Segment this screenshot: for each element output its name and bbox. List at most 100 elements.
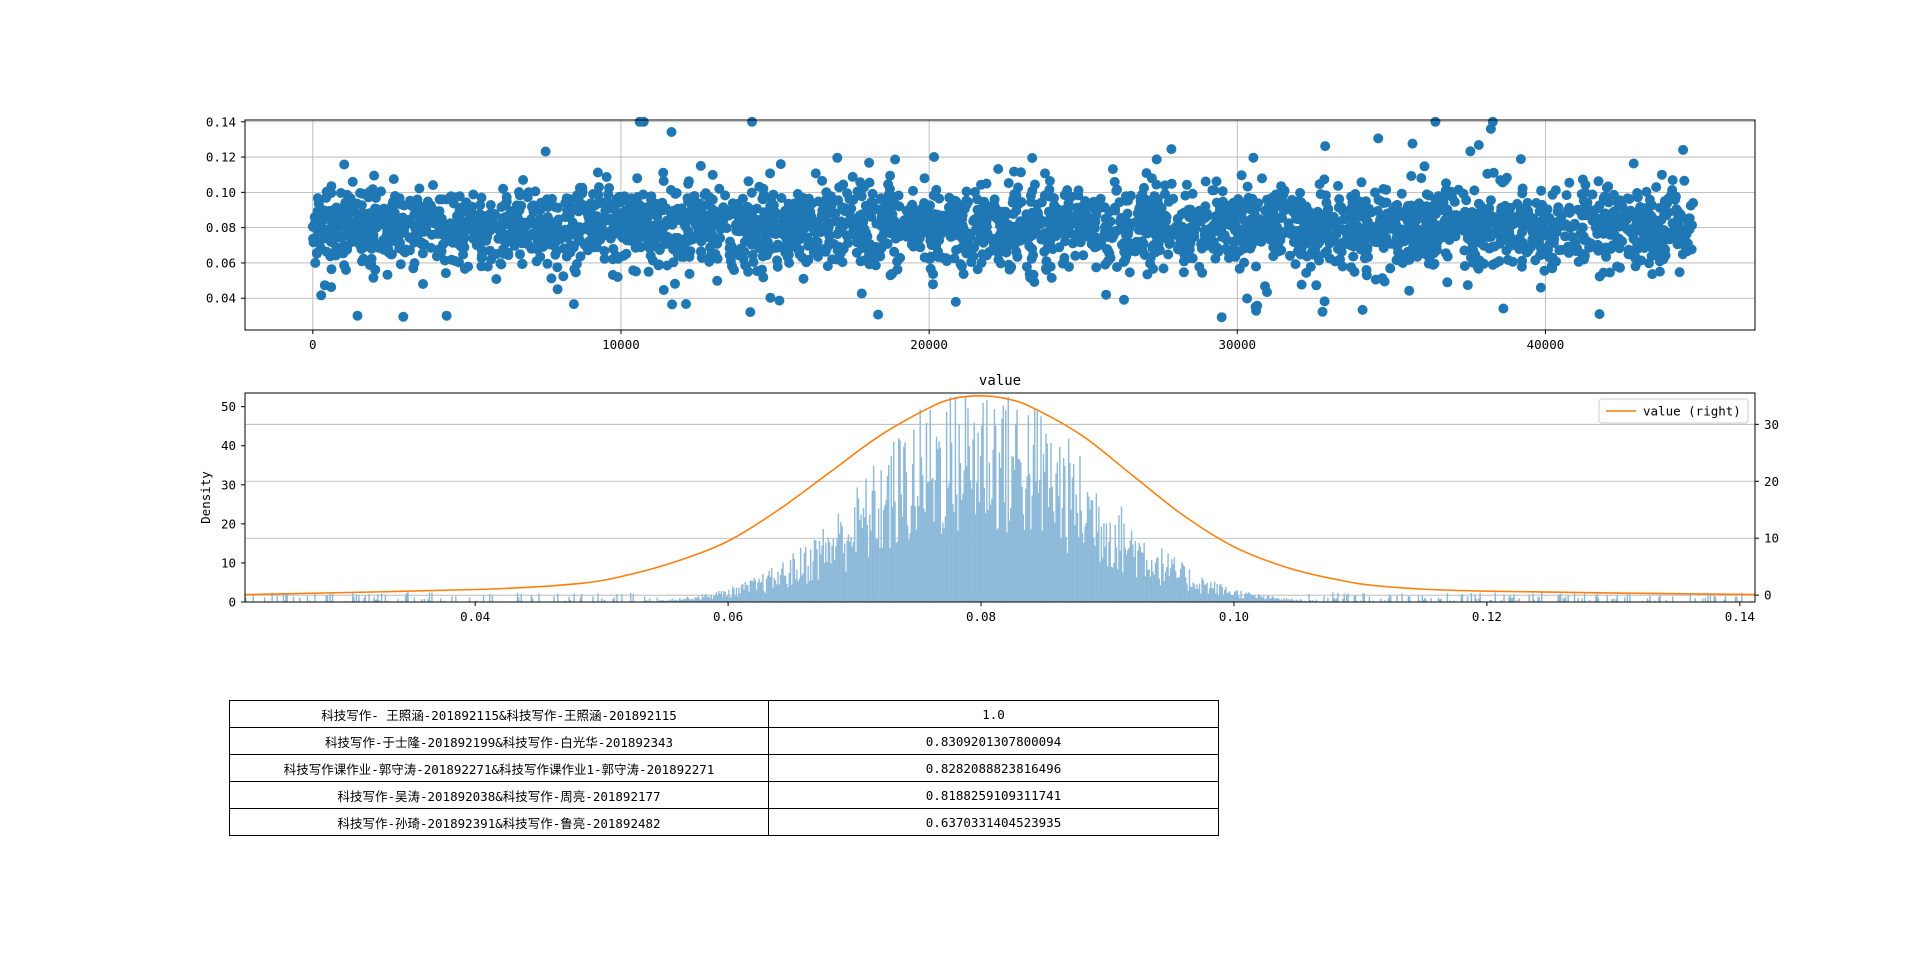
histogram-bar (893, 441, 895, 602)
histogram-bar (854, 507, 856, 602)
histogram-bar (491, 595, 494, 602)
histogram-bar (1723, 599, 1725, 602)
histogram-bar (531, 597, 534, 602)
histogram-bar (753, 577, 755, 602)
scatter-point (1295, 187, 1306, 198)
histogram-bar (284, 600, 286, 602)
scatter-point (1348, 251, 1359, 262)
legend-box (1598, 398, 1749, 424)
histogram-bar (1135, 577, 1138, 602)
scatter-point (1314, 179, 1325, 190)
histogram-bar (1368, 596, 1371, 602)
histogram-bar (879, 548, 881, 602)
scatter-point (823, 207, 834, 218)
histogram-bar (807, 565, 809, 602)
scatter-point (931, 241, 942, 252)
histogram-bar (992, 449, 994, 602)
histogram-bar (1168, 576, 1171, 602)
scatter-point (1407, 138, 1418, 149)
table-cell-value: 0.8309201307800094 (768, 727, 1219, 755)
histogram-bar (1143, 542, 1145, 602)
histogram-bar (820, 554, 822, 602)
histogram-bar (1060, 537, 1062, 602)
histogram-bar (789, 560, 792, 602)
histogram-bar (1354, 595, 1357, 602)
scatter-point (1036, 234, 1047, 245)
scatter-point (316, 225, 327, 236)
scatter-point (692, 230, 703, 241)
scatter-point (928, 269, 939, 279)
scatter-point (1029, 277, 1040, 287)
scatter-point (1381, 233, 1392, 243)
scatter-point (864, 177, 875, 188)
histogram-bar (767, 575, 769, 602)
scatter-point (1255, 226, 1266, 237)
histogram-bar (997, 528, 999, 602)
histogram-bar (387, 600, 389, 602)
scatter-point (577, 188, 588, 199)
histogram-bar (1541, 592, 1543, 602)
scatter-point (801, 214, 812, 225)
histogram-bar (1015, 424, 1017, 602)
scatter-point (1379, 276, 1390, 287)
scatter-point (1199, 225, 1210, 236)
histogram-bar (744, 581, 746, 602)
histogram-bar (725, 596, 728, 602)
histogram-bar (734, 595, 736, 602)
scatter-point (333, 205, 344, 216)
scatter-point (1164, 239, 1175, 249)
scatter-point (1249, 209, 1260, 220)
scatter-point (908, 185, 918, 196)
histogram-bar (1714, 596, 1717, 602)
scatter-point (1461, 209, 1472, 220)
scatter-point (658, 167, 669, 178)
histogram-bar (1401, 593, 1403, 602)
histogram-bar (1103, 523, 1105, 602)
histogram-bar (1419, 600, 1421, 602)
scatter-point (752, 203, 762, 214)
histogram-bar (718, 590, 720, 602)
histogram-bar (406, 592, 408, 602)
histogram-bar (630, 593, 632, 602)
scatter-point (824, 237, 835, 248)
scatter-point (312, 206, 323, 217)
table-row: 科技写作- 王照涵-201892115&科技写作-王照涵-201892115 1… (229, 700, 1219, 728)
scatter-point (546, 273, 557, 284)
scatter-plot-frame (244, 119, 1756, 331)
scatter-point (1160, 214, 1171, 225)
histogram-bar (759, 582, 762, 602)
scatter-point (1646, 227, 1657, 237)
scatter-point (1625, 205, 1636, 216)
scatter-point (1505, 241, 1515, 252)
histogram-bar (1167, 553, 1169, 602)
scatter-point (654, 245, 665, 255)
histogram-bar (911, 464, 914, 602)
scatter-point (308, 233, 319, 244)
histogram-bar (1026, 476, 1028, 602)
scatter-point (696, 252, 707, 263)
histogram-bar (1304, 600, 1306, 602)
histogram-right-y-tick-label: 20 (1764, 474, 1779, 489)
histogram-bar (1606, 594, 1608, 602)
histogram-bar (735, 587, 738, 602)
scatter-point (1101, 289, 1112, 300)
scatter-point (847, 171, 858, 182)
histogram-bar (1276, 598, 1279, 602)
histogram-bar (1327, 597, 1329, 602)
scatter-point (712, 275, 723, 286)
histogram-bar (1195, 589, 1197, 602)
scatter-point (885, 170, 896, 181)
histogram-bar (1215, 593, 1217, 602)
histogram-bar (613, 597, 616, 602)
histogram-bar (1346, 594, 1348, 602)
scatter-point (993, 247, 1004, 258)
histogram-bar (1227, 592, 1230, 602)
scatter-point (989, 200, 1000, 210)
histogram-bar (943, 528, 945, 602)
scatter-point (676, 251, 687, 262)
histogram-bar (1149, 577, 1152, 602)
scatter-point (448, 198, 459, 209)
histogram-bar (1134, 541, 1137, 602)
histogram-bar (836, 537, 838, 602)
